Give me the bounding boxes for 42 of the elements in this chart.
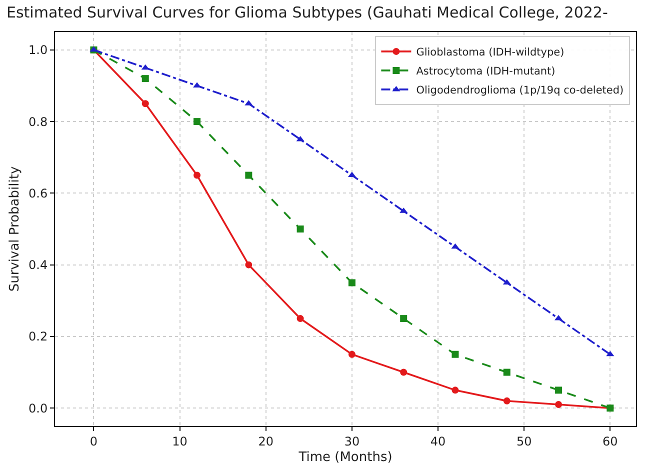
legend-label: Astrocytoma (IDH-mutant) bbox=[416, 66, 556, 78]
x-tick-label: 40 bbox=[430, 434, 446, 448]
point bbox=[245, 261, 252, 268]
legend-label: Oligodendroglioma (1p/19q co-deleted) bbox=[416, 84, 624, 97]
x-tick-label: 20 bbox=[258, 434, 274, 448]
point bbox=[296, 315, 304, 322]
point bbox=[452, 386, 459, 394]
y-axis-title: Survival Probability bbox=[7, 166, 22, 292]
x-tick-label: 10 bbox=[172, 434, 188, 448]
point bbox=[503, 397, 510, 404]
point bbox=[296, 136, 304, 142]
point bbox=[451, 243, 460, 249]
point bbox=[400, 315, 408, 322]
x-tick-label: 0 bbox=[90, 434, 98, 448]
point bbox=[348, 350, 356, 358]
point bbox=[194, 118, 201, 126]
y-tick-label: 0.8 bbox=[28, 114, 48, 129]
point bbox=[142, 75, 149, 82]
point bbox=[296, 226, 304, 232]
point bbox=[348, 172, 356, 178]
x-tick-label: 60 bbox=[602, 434, 618, 448]
point bbox=[194, 172, 201, 179]
y-tick-label: 0.0 bbox=[28, 401, 48, 416]
y-tick-label: 1.0 bbox=[28, 43, 48, 58]
point bbox=[606, 350, 614, 356]
x-tick-label: 50 bbox=[516, 434, 532, 448]
point bbox=[400, 368, 408, 376]
point bbox=[141, 64, 150, 70]
x-tick-label: 30 bbox=[344, 434, 360, 448]
point bbox=[503, 368, 510, 376]
y-tick-label: 0.6 bbox=[28, 186, 48, 200]
point bbox=[142, 100, 149, 108]
point bbox=[555, 401, 562, 408]
legend-label: Glioblastoma (IDH-wildtype) bbox=[416, 46, 564, 59]
point bbox=[348, 279, 356, 286]
x-axis-title: Time (Months) bbox=[298, 450, 392, 465]
y-tick-label: 0.2 bbox=[28, 330, 48, 344]
y-tick-label: 0.4 bbox=[28, 258, 48, 272]
chart-title: Estimated Survival Curves for Glioma Subtypes (Gauhati Medical College, 2022- bbox=[6, 4, 608, 22]
point bbox=[555, 386, 562, 394]
point bbox=[452, 350, 459, 358]
point bbox=[245, 172, 252, 179]
